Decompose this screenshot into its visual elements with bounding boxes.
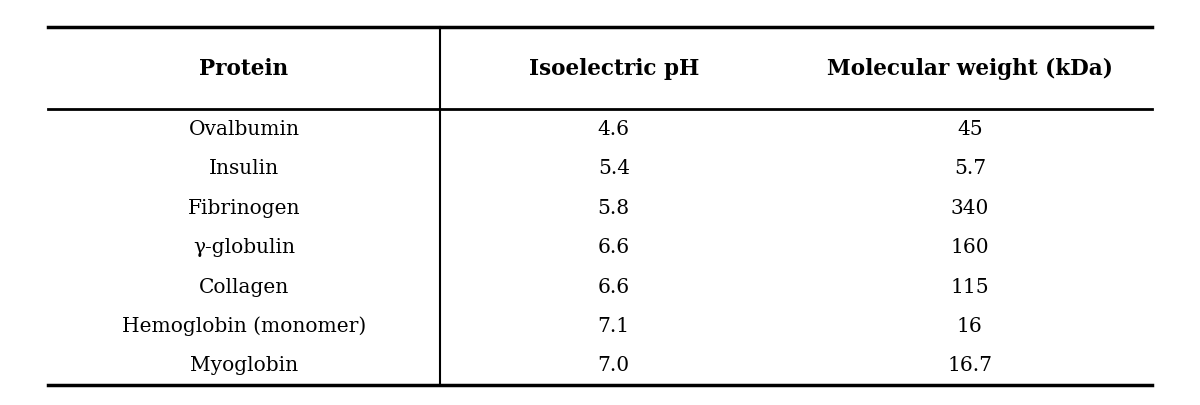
Text: Insulin: Insulin [209,159,280,178]
Text: 7.0: 7.0 [598,356,630,375]
Text: 6.6: 6.6 [598,277,630,296]
Text: Hemoglobin (monomer): Hemoglobin (monomer) [122,316,366,335]
Text: 5.8: 5.8 [598,198,630,217]
Text: Molecular weight (kDa): Molecular weight (kDa) [827,58,1112,80]
Text: 340: 340 [950,198,989,217]
Text: γ-globulin: γ-globulin [193,238,295,256]
Text: 16.7: 16.7 [947,356,992,375]
Text: 6.6: 6.6 [598,238,630,256]
Text: 45: 45 [958,119,983,139]
Text: 16: 16 [956,316,983,335]
Text: Ovalbumin: Ovalbumin [188,119,300,139]
Text: 4.6: 4.6 [598,119,630,139]
Text: Myoglobin: Myoglobin [190,356,298,375]
Text: Isoelectric pH: Isoelectric pH [529,58,698,80]
Text: 7.1: 7.1 [598,316,630,335]
Text: Collagen: Collagen [199,277,289,296]
Text: 115: 115 [950,277,989,296]
Text: Protein: Protein [199,58,288,80]
Text: Fibrinogen: Fibrinogen [187,198,300,217]
Text: 160: 160 [950,238,989,256]
Text: 5.4: 5.4 [598,159,630,178]
Text: 5.7: 5.7 [954,159,986,178]
